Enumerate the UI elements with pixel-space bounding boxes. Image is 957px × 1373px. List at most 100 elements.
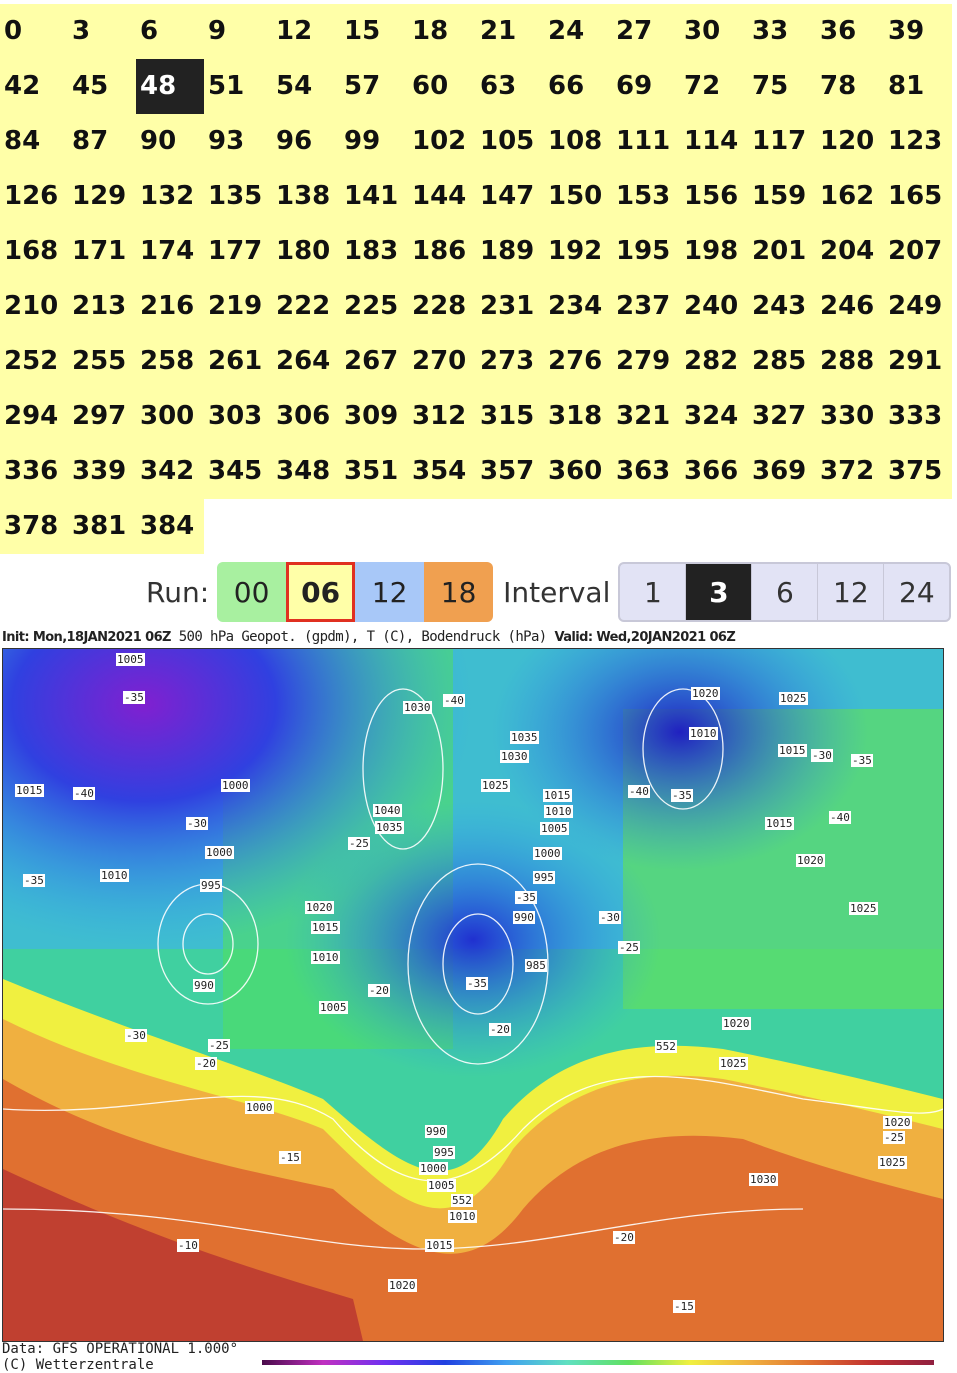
forecast-hour-12[interactable]: 12 — [272, 4, 340, 59]
forecast-hour-111[interactable]: 111 — [612, 114, 680, 169]
forecast-hour-192[interactable]: 192 — [544, 224, 612, 279]
forecast-hour-312[interactable]: 312 — [408, 389, 476, 444]
forecast-hour-120[interactable]: 120 — [816, 114, 884, 169]
forecast-hour-228[interactable]: 228 — [408, 279, 476, 334]
forecast-hour-141[interactable]: 141 — [340, 169, 408, 224]
forecast-hour-345[interactable]: 345 — [204, 444, 272, 499]
forecast-hour-54[interactable]: 54 — [272, 59, 340, 114]
run-option-18[interactable]: 18 — [424, 562, 494, 622]
forecast-hour-222[interactable]: 222 — [272, 279, 340, 334]
interval-option-3[interactable]: 3 — [685, 564, 752, 620]
interval-option-24[interactable]: 24 — [883, 564, 949, 620]
forecast-hour-204[interactable]: 204 — [816, 224, 884, 279]
forecast-hour-129[interactable]: 129 — [68, 169, 136, 224]
forecast-hour-213[interactable]: 213 — [68, 279, 136, 334]
forecast-hour-336[interactable]: 336 — [0, 444, 68, 499]
forecast-hour-375[interactable]: 375 — [884, 444, 952, 499]
forecast-hour-93[interactable]: 93 — [204, 114, 272, 169]
forecast-hour-63[interactable]: 63 — [476, 59, 544, 114]
forecast-hour-360[interactable]: 360 — [544, 444, 612, 499]
forecast-hour-219[interactable]: 219 — [204, 279, 272, 334]
forecast-hour-327[interactable]: 327 — [748, 389, 816, 444]
forecast-hour-234[interactable]: 234 — [544, 279, 612, 334]
forecast-hour-15[interactable]: 15 — [340, 4, 408, 59]
forecast-hour-18[interactable]: 18 — [408, 4, 476, 59]
forecast-hour-309[interactable]: 309 — [340, 389, 408, 444]
forecast-hour-156[interactable]: 156 — [680, 169, 748, 224]
forecast-hour-372[interactable]: 372 — [816, 444, 884, 499]
forecast-hour-30[interactable]: 30 — [680, 4, 748, 59]
weather-map[interactable]: 1005 -35 1015 -40 1000 -30 1000 995 1010 -35 990 -3… — [2, 648, 944, 1342]
forecast-hour-114[interactable]: 114 — [680, 114, 748, 169]
forecast-hour-24[interactable]: 24 — [544, 4, 612, 59]
forecast-hour-183[interactable]: 183 — [340, 224, 408, 279]
forecast-hour-21[interactable]: 21 — [476, 4, 544, 59]
forecast-hour-330[interactable]: 330 — [816, 389, 884, 444]
forecast-hour-144[interactable]: 144 — [408, 169, 476, 224]
forecast-hour-225[interactable]: 225 — [340, 279, 408, 334]
forecast-hour-300[interactable]: 300 — [136, 389, 204, 444]
forecast-hour-123[interactable]: 123 — [884, 114, 952, 169]
forecast-hour-294[interactable]: 294 — [0, 389, 68, 444]
forecast-hour-42[interactable]: 42 — [0, 59, 68, 114]
forecast-hour-240[interactable]: 240 — [680, 279, 748, 334]
forecast-hour-216[interactable]: 216 — [136, 279, 204, 334]
forecast-hour-297[interactable]: 297 — [68, 389, 136, 444]
forecast-hour-27[interactable]: 27 — [612, 4, 680, 59]
forecast-hour-264[interactable]: 264 — [272, 334, 340, 389]
forecast-hour-258[interactable]: 258 — [136, 334, 204, 389]
forecast-hour-132[interactable]: 132 — [136, 169, 204, 224]
forecast-hour-252[interactable]: 252 — [0, 334, 68, 389]
forecast-hour-378[interactable]: 378 — [0, 499, 68, 554]
forecast-hour-270[interactable]: 270 — [408, 334, 476, 389]
forecast-hour-231[interactable]: 231 — [476, 279, 544, 334]
forecast-hour-255[interactable]: 255 — [68, 334, 136, 389]
forecast-hour-348[interactable]: 348 — [272, 444, 340, 499]
forecast-hour-9[interactable]: 9 — [204, 4, 272, 59]
forecast-hour-267[interactable]: 267 — [340, 334, 408, 389]
forecast-hour-333[interactable]: 333 — [884, 389, 952, 444]
forecast-hour-0[interactable]: 0 — [0, 4, 68, 59]
forecast-hour-357[interactable]: 357 — [476, 444, 544, 499]
forecast-hour-60[interactable]: 60 — [408, 59, 476, 114]
forecast-hour-81[interactable]: 81 — [884, 59, 952, 114]
interval-option-12[interactable]: 12 — [817, 564, 883, 620]
forecast-hour-381[interactable]: 381 — [68, 499, 136, 554]
forecast-hour-84[interactable]: 84 — [0, 114, 68, 169]
forecast-hour-318[interactable]: 318 — [544, 389, 612, 444]
forecast-hour-6[interactable]: 6 — [136, 4, 204, 59]
forecast-hour-339[interactable]: 339 — [68, 444, 136, 499]
forecast-hour-351[interactable]: 351 — [340, 444, 408, 499]
forecast-hour-102[interactable]: 102 — [408, 114, 476, 169]
forecast-hour-180[interactable]: 180 — [272, 224, 340, 279]
forecast-hour-306[interactable]: 306 — [272, 389, 340, 444]
forecast-hour-126[interactable]: 126 — [0, 169, 68, 224]
forecast-hour-135[interactable]: 135 — [204, 169, 272, 224]
forecast-hour-108[interactable]: 108 — [544, 114, 612, 169]
forecast-hour-369[interactable]: 369 — [748, 444, 816, 499]
forecast-hour-69[interactable]: 69 — [612, 59, 680, 114]
run-option-12[interactable]: 12 — [355, 562, 425, 622]
forecast-hour-384[interactable]: 384 — [136, 499, 204, 554]
forecast-hour-99[interactable]: 99 — [340, 114, 408, 169]
forecast-hour-90[interactable]: 90 — [136, 114, 204, 169]
run-option-00[interactable]: 00 — [217, 562, 287, 622]
forecast-hour-207[interactable]: 207 — [884, 224, 952, 279]
forecast-hour-288[interactable]: 288 — [816, 334, 884, 389]
forecast-hour-276[interactable]: 276 — [544, 334, 612, 389]
forecast-hour-324[interactable]: 324 — [680, 389, 748, 444]
forecast-hour-315[interactable]: 315 — [476, 389, 544, 444]
forecast-hour-36[interactable]: 36 — [816, 4, 884, 59]
forecast-hour-273[interactable]: 273 — [476, 334, 544, 389]
forecast-hour-243[interactable]: 243 — [748, 279, 816, 334]
interval-option-6[interactable]: 6 — [751, 564, 817, 620]
forecast-hour-285[interactable]: 285 — [748, 334, 816, 389]
forecast-hour-303[interactable]: 303 — [204, 389, 272, 444]
forecast-hour-249[interactable]: 249 — [884, 279, 952, 334]
forecast-hour-96[interactable]: 96 — [272, 114, 340, 169]
forecast-hour-165[interactable]: 165 — [884, 169, 952, 224]
forecast-hour-171[interactable]: 171 — [68, 224, 136, 279]
forecast-hour-342[interactable]: 342 — [136, 444, 204, 499]
forecast-hour-195[interactable]: 195 — [612, 224, 680, 279]
forecast-hour-72[interactable]: 72 — [680, 59, 748, 114]
